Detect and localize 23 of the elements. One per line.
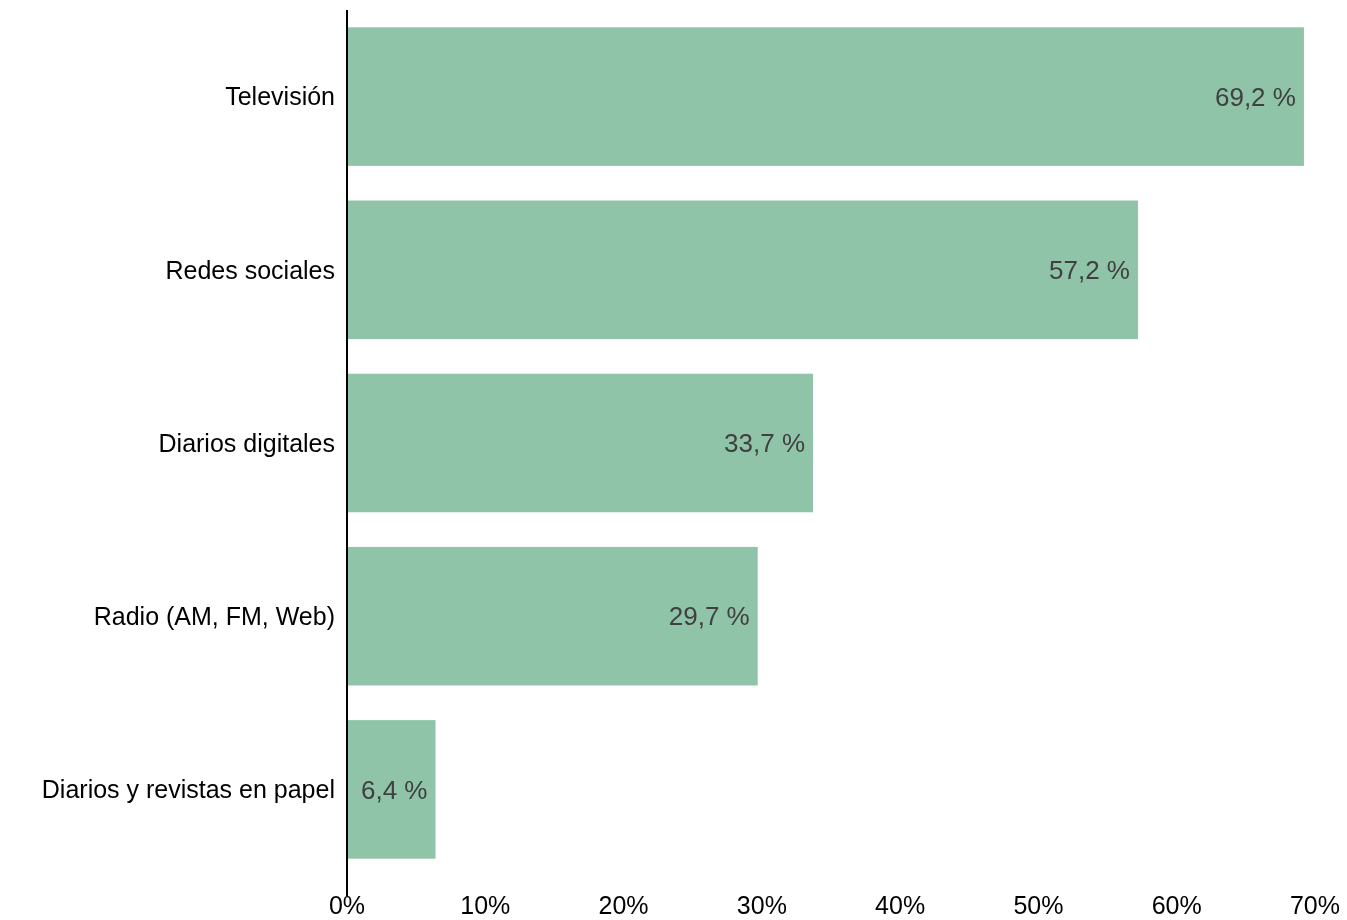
data-label: 29,7 %	[668, 601, 750, 632]
y-tick-label: Diarios digitales	[158, 428, 335, 457]
bar	[347, 720, 436, 859]
y-tick-label: Diarios y revistas en papel	[41, 775, 335, 804]
x-tick-label: 10%	[460, 891, 511, 919]
bar	[347, 373, 814, 513]
bar	[347, 546, 758, 686]
data-label: 33,7 %	[724, 428, 806, 459]
y-tick-label: Redes sociales	[165, 255, 335, 284]
x-tick-label: 40%	[875, 891, 926, 919]
y-tick-label: Radio (AM, FM, Web)	[93, 601, 335, 630]
bar	[347, 27, 1304, 166]
bar	[347, 200, 1138, 340]
x-tick-label: 60%	[1151, 891, 1202, 919]
x-tick-label: 20%	[598, 891, 649, 919]
data-label: 69,2 %	[1214, 81, 1296, 112]
x-tick-label: 50%	[1013, 891, 1064, 919]
data-label: 57,2 %	[1049, 254, 1130, 285]
data-label: 6,4 %	[361, 774, 428, 805]
x-tick-label: 0%	[328, 891, 366, 919]
y-tick-label: Televisión	[225, 82, 335, 111]
x-tick-label: 70%	[1289, 891, 1341, 919]
x-tick-label: 30%	[736, 891, 787, 919]
